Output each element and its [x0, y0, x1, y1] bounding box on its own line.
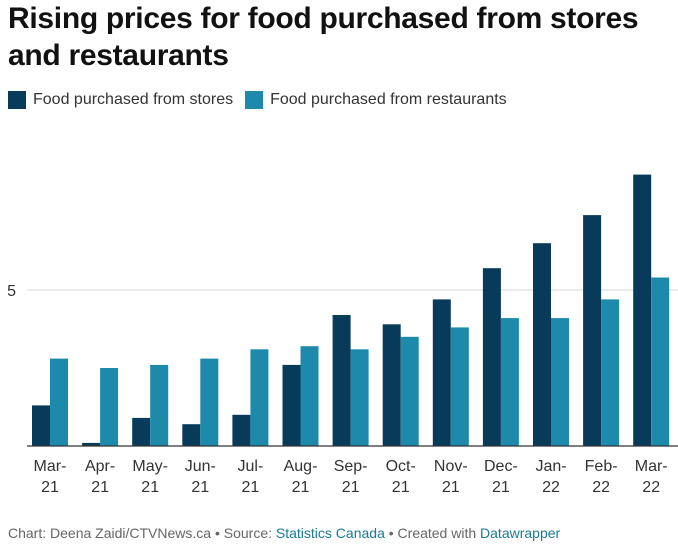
bar-restaurants-5	[300, 346, 319, 446]
y-tick-label-5: 5	[7, 283, 16, 300]
bar-stores-4	[232, 414, 251, 446]
x-tick-label-10: Jan-22	[535, 458, 566, 496]
chart-legend: Food purchased from stores Food purchase…	[8, 89, 519, 111]
x-tick-label-9: Dec-21	[484, 458, 518, 496]
x-tick-label-4: Jul-21	[238, 458, 264, 496]
x-tick-label-12: Mar-22	[635, 458, 668, 496]
chart-title: Rising prices for food purchased from st…	[8, 2, 639, 72]
x-tick-label-7: Oct-21	[386, 458, 416, 496]
bar-stores-11	[583, 215, 602, 446]
bar-stores-8	[432, 299, 451, 446]
bar-restaurants-8	[450, 327, 469, 446]
bar-stores-0	[32, 405, 50, 446]
bar-restaurants-4	[250, 349, 269, 446]
bar-restaurants-11	[601, 299, 620, 446]
bar-stores-2	[132, 417, 151, 446]
bar-restaurants-9	[500, 318, 519, 446]
x-tick-label-1: Apr-21	[85, 458, 115, 496]
bar-restaurants-12	[651, 277, 670, 446]
x-tick-label-5: Aug-21	[284, 458, 318, 496]
x-tick-label-11: Feb-22	[585, 458, 618, 496]
datawrapper-link[interactable]: Datawrapper	[480, 525, 561, 541]
legend-label-stores: Food purchased from stores	[33, 91, 234, 108]
x-tick-label-8: Nov-21	[434, 458, 468, 496]
x-tick-label-0: Mar-21	[34, 458, 67, 496]
bar-stores-10	[533, 243, 551, 446]
legend-item-restaurants: Food purchased from restaurants	[245, 91, 507, 109]
bar-stores-12	[633, 174, 652, 446]
bar-restaurants-10	[551, 318, 569, 446]
x-tick-label-2: May-21	[132, 458, 168, 496]
bar-stores-9	[482, 268, 501, 446]
bar-stores-6	[332, 315, 351, 446]
legend-swatch-restaurants	[245, 91, 264, 109]
bar-stores-1	[82, 442, 101, 446]
legend-label-restaurants: Food purchased from restaurants	[270, 91, 507, 108]
bar-restaurants-2	[150, 364, 169, 446]
x-tick-label-3: Jun-21	[185, 458, 216, 496]
bar-restaurants-0	[50, 358, 68, 446]
bar-stores-3	[182, 424, 201, 446]
legend-item-stores: Food purchased from stores	[8, 91, 233, 109]
bar-restaurants-1	[100, 368, 119, 446]
legend-swatch-stores	[8, 91, 26, 109]
x-tick-label-6: Sep-21	[334, 458, 368, 496]
bar-restaurants-7	[400, 336, 419, 446]
footer-created: • Created with	[384, 525, 481, 541]
bar-chart: 5 Mar-21 Apr-21 May-21 Jun-21 Jul-21 Aug-21 Sep…	[7, 174, 678, 496]
chart-footer: Chart: Deena Zaidi/CTVNews.ca • Source: …	[8, 525, 560, 541]
bar-restaurants-6	[350, 349, 369, 446]
footer-credit: Chart: Deena Zaidi/CTVNews.ca • Source:	[8, 525, 276, 541]
bar-stores-5	[282, 364, 301, 446]
bar-stores-7	[382, 324, 401, 446]
bar-restaurants-3	[200, 358, 219, 446]
source-link[interactable]: Statistics Canada	[275, 525, 385, 541]
